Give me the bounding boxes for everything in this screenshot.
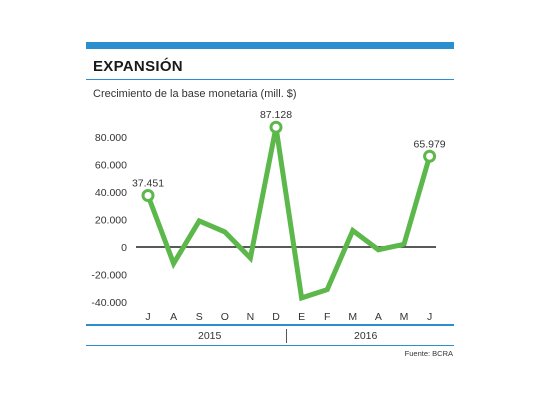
x-tick-label: F <box>324 311 330 323</box>
x-tick-label: A <box>375 311 382 323</box>
data-label: 87.128 <box>260 109 292 121</box>
header-accent-bar <box>86 42 454 49</box>
x-tick-label: D <box>272 311 280 323</box>
year-separator <box>286 329 287 343</box>
chart-title: EXPANSIÓN <box>93 58 183 75</box>
year-label-2015: 2015 <box>198 330 222 342</box>
data-point <box>352 230 354 231</box>
x-tick-label: M <box>348 311 357 323</box>
data-point <box>249 257 251 259</box>
x-tick-label: J <box>427 311 432 323</box>
year-bottom-rule <box>86 345 454 346</box>
markers-group: 37.451 87.128 65.979 <box>132 109 446 299</box>
y-tick-label: -40.000 <box>91 297 127 309</box>
y-tick-label: 40.000 <box>95 187 127 199</box>
data-label: 37.451 <box>132 178 164 190</box>
title-divider <box>86 79 454 80</box>
data-point <box>224 231 226 233</box>
x-tick-label: A <box>170 311 177 323</box>
y-tick-label: -20.000 <box>91 270 127 282</box>
data-point <box>403 243 405 245</box>
highlight-marker <box>423 149 437 163</box>
data-point <box>301 297 303 299</box>
y-axis: 80.000 60.000 40.000 20.000 0 -20.000 -40.000 <box>91 132 127 309</box>
data-point <box>377 249 379 251</box>
highlight-marker <box>141 189 155 203</box>
y-tick-label: 60.000 <box>95 160 127 172</box>
y-tick-label: 20.000 <box>95 215 127 227</box>
x-tick-label: M <box>400 311 409 323</box>
data-point <box>326 289 328 291</box>
chart-subtitle: Crecimiento de la base monetaria (mill. … <box>93 88 297 100</box>
series-line <box>145 126 433 302</box>
x-tick-label: O <box>221 311 229 323</box>
data-point <box>173 263 175 264</box>
y-tick-label: 80.000 <box>95 132 127 144</box>
y-tick-label: 0 <box>121 242 127 254</box>
axis-bottom-rule <box>86 324 454 326</box>
year-label-2016: 2016 <box>354 330 378 342</box>
highlight-marker <box>269 120 283 134</box>
x-tick-label: S <box>196 311 203 323</box>
data-point <box>198 220 200 222</box>
data-label: 65.979 <box>414 138 446 150</box>
x-tick-label: E <box>298 311 305 323</box>
x-tick-label: J <box>145 311 150 323</box>
x-tick-label: N <box>247 311 255 323</box>
source-note: Fuente: BCRA <box>404 349 453 358</box>
series-group <box>145 126 433 302</box>
